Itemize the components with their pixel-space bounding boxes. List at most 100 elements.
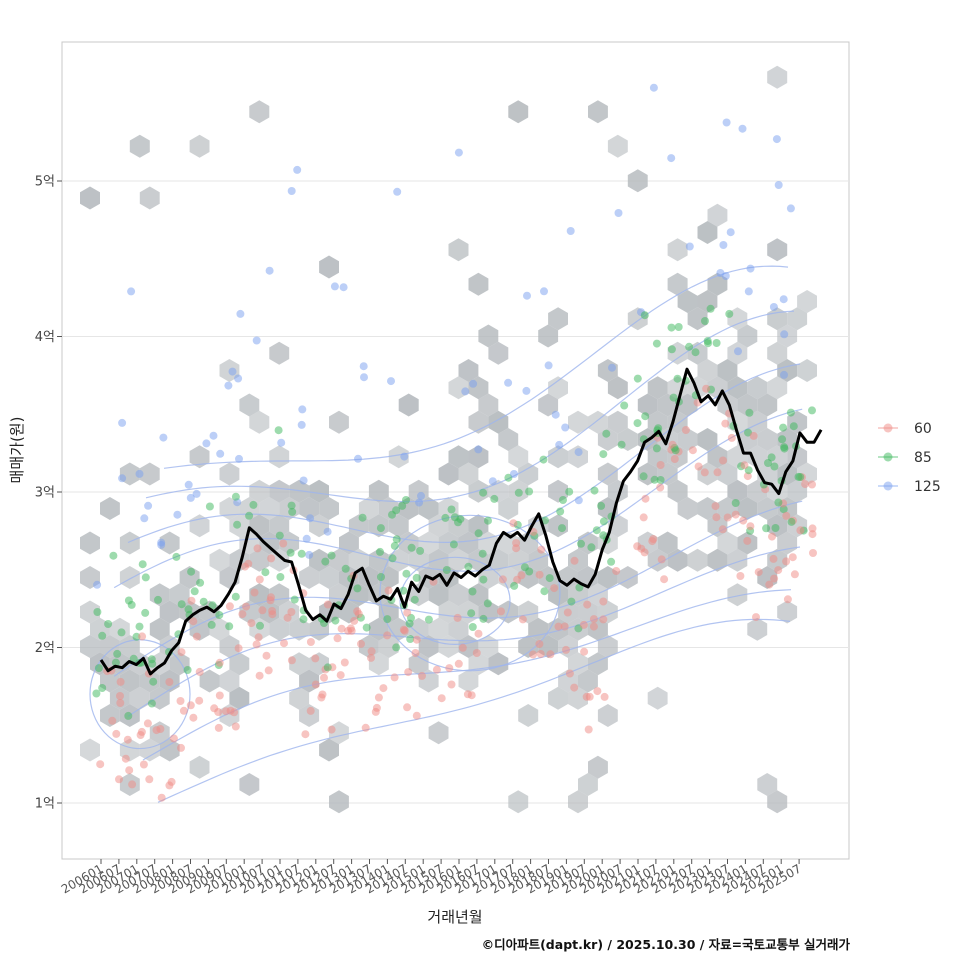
scatter-point	[286, 548, 295, 557]
scatter-point	[340, 658, 349, 667]
scatter-point	[599, 615, 608, 624]
scatter-point	[673, 374, 682, 383]
scatter-point	[544, 361, 553, 370]
scatter-point	[563, 608, 572, 617]
scatter-point	[116, 677, 125, 686]
scatter-point	[743, 536, 752, 545]
scatter-point	[208, 601, 217, 610]
scatter-point	[540, 287, 548, 296]
scatter-point	[367, 647, 376, 656]
scatter-point	[779, 423, 788, 432]
scatter-point	[780, 444, 789, 453]
scatter-point	[565, 669, 574, 678]
scatter-point	[762, 524, 771, 533]
hexbin-cell	[219, 669, 240, 693]
scatter-point	[718, 525, 727, 534]
scatter-point	[388, 554, 397, 563]
scatter-point	[287, 608, 296, 616]
scatter-point	[357, 639, 365, 648]
scatter-point	[123, 735, 132, 744]
scatter-point	[648, 537, 657, 546]
scatter-point	[562, 645, 570, 654]
scatter-point	[518, 615, 527, 624]
hexbin-cell	[697, 221, 718, 244]
scatter-point	[415, 498, 424, 507]
scatter-point	[205, 502, 214, 511]
scatter-point	[556, 507, 565, 516]
hexbin-cell	[498, 428, 519, 451]
scatter-point	[354, 454, 362, 463]
scatter-point	[245, 511, 254, 520]
hexbin-cell	[309, 479, 329, 503]
scatter-point	[417, 491, 425, 500]
scatter-point	[461, 387, 470, 396]
scatter-point	[454, 148, 463, 157]
hexbin-cell	[259, 531, 280, 555]
scatter-point	[238, 610, 247, 619]
hexbin-cell	[159, 600, 180, 624]
hexbin-cell	[607, 410, 628, 434]
scatter-point	[432, 665, 441, 674]
scatter-point	[769, 303, 778, 311]
hexbin-cell	[129, 686, 150, 710]
hexbin-cell	[438, 462, 459, 486]
scatter-point	[277, 438, 286, 447]
hexbin-cell	[119, 669, 140, 693]
scatter-point	[579, 620, 588, 629]
hexbin-cell	[448, 238, 469, 262]
hexbin-cell	[717, 462, 738, 486]
scatter-point	[633, 419, 642, 428]
scatter-point	[152, 726, 161, 735]
hexbin-cell	[229, 686, 250, 710]
scatter-point	[770, 462, 779, 471]
scatter-point	[749, 431, 758, 440]
scatter-point	[392, 643, 401, 652]
scatter-point	[231, 722, 240, 731]
scatter-point	[199, 597, 208, 606]
hexbin-cell	[548, 445, 568, 469]
source-caption: ©디아파트(dapt.kr) / 2025.10.30 / 자료=국토교통부 실…	[481, 937, 850, 952]
scatter-point	[656, 461, 665, 469]
scatter-point	[504, 378, 513, 387]
scatter-point	[209, 431, 218, 440]
scatter-point	[276, 573, 285, 581]
scatter-point	[467, 691, 476, 700]
scatter-point	[299, 476, 308, 485]
scatter-point	[412, 635, 421, 644]
scatter-point	[565, 487, 574, 496]
hexbin-cell	[727, 479, 748, 503]
scatter-point	[297, 549, 306, 558]
hexbin-cell	[368, 479, 389, 503]
scatter-point	[479, 614, 488, 623]
scatter-point	[583, 600, 592, 609]
scatter-point	[736, 572, 745, 580]
scatter-point	[383, 631, 392, 640]
scatter-point	[727, 433, 736, 442]
scatter-point	[768, 532, 776, 541]
hexbin-cell	[458, 462, 479, 486]
scatter-point	[186, 701, 195, 710]
scatter-point	[403, 608, 412, 617]
scatter-point	[147, 699, 156, 708]
scatter-point	[786, 204, 795, 213]
scatter-point	[783, 595, 792, 604]
scatter-point	[599, 597, 608, 606]
scatter-point	[333, 634, 342, 643]
scatter-point	[779, 295, 788, 304]
scatter-point	[250, 588, 259, 597]
scatter-point	[387, 377, 395, 386]
hexbin-cell	[538, 324, 559, 348]
scatter-point	[734, 347, 742, 356]
scatter-point	[774, 566, 783, 575]
scatter-point	[293, 165, 302, 174]
hexbin-cell	[687, 307, 708, 331]
y-tick-label: 2억	[35, 641, 55, 656]
hexbin-cell	[428, 548, 449, 572]
hexbin-cell	[159, 635, 180, 658]
scatter-point	[522, 386, 531, 395]
hexbin-cell	[677, 393, 698, 417]
y-axis-ticks: 1억 2억 3억 4억 5억	[35, 175, 62, 812]
scatter-point	[167, 777, 176, 786]
scatter-point	[135, 469, 144, 478]
